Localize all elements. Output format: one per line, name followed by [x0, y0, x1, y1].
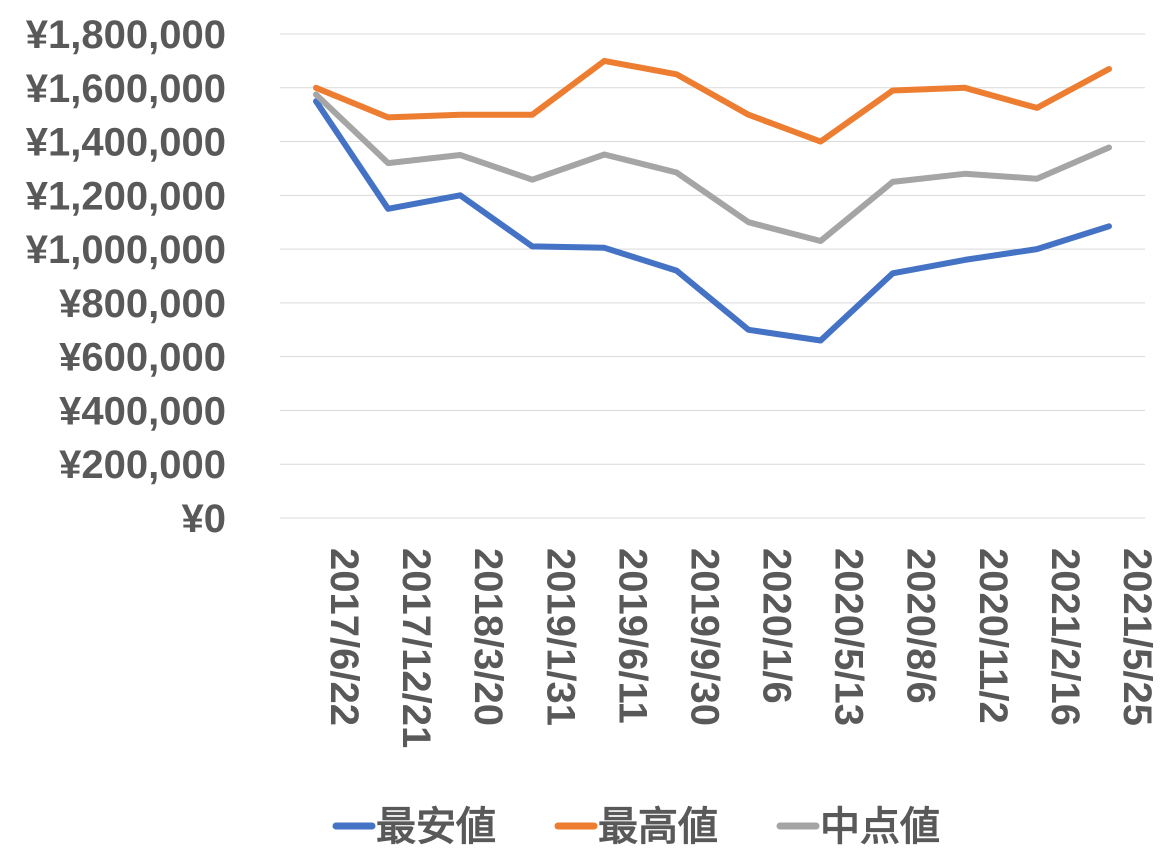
y-tick-label: ¥600,000	[59, 336, 226, 380]
x-tick-label: 2021/2/16	[1043, 548, 1087, 726]
x-tick-label: 2019/1/31	[538, 548, 582, 726]
legend-label: 最高値	[598, 804, 718, 850]
series-line-3	[313, 91, 1112, 244]
y-tick-label: ¥0	[182, 497, 227, 541]
gridlines	[280, 33, 1145, 519]
x-axis-tick-labels: 2017/6/22 2017/12/21 2018/3/20 2019/1/31 201…	[322, 548, 1159, 748]
x-tick-label: 2020/1/6	[755, 548, 799, 704]
x-tick-label: 2018/3/20	[466, 548, 510, 726]
series-lines	[313, 57, 1112, 344]
x-tick-label: 2017/6/22	[322, 548, 366, 726]
y-tick-label: ¥800,000	[59, 282, 226, 326]
y-tick-label: ¥200,000	[59, 443, 226, 487]
legend: 最安値 最高値 中点値	[332, 804, 940, 850]
legend-label: 最安値	[376, 804, 496, 850]
y-tick-label: ¥400,000	[59, 389, 226, 433]
y-tick-label: ¥1,400,000	[26, 121, 226, 165]
x-tick-label: 2019/6/11	[610, 548, 654, 724]
y-tick-label: ¥1,000,000	[26, 228, 226, 272]
x-tick-label: 2020/11/2	[971, 548, 1015, 724]
x-tick-label: 2021/5/25	[1115, 548, 1159, 726]
y-tick-label: ¥1,600,000	[26, 67, 226, 111]
y-tick-label: ¥1,200,000	[26, 174, 226, 218]
y-tick-label: ¥1,800,000	[26, 13, 226, 57]
legend-label: 中点値	[820, 804, 940, 850]
series-line-1	[313, 98, 1112, 344]
series-line-2	[313, 57, 1112, 145]
x-tick-label: 2020/5/13	[827, 548, 871, 726]
x-tick-label: 2020/8/6	[899, 548, 943, 704]
x-tick-label: 2019/9/30	[682, 548, 726, 726]
y-axis-tick-labels: ¥0 ¥200,000 ¥400,000 ¥600,000 ¥800,000 ¥1,000…	[26, 13, 226, 541]
x-tick-label: 2017/12/21	[394, 548, 438, 748]
